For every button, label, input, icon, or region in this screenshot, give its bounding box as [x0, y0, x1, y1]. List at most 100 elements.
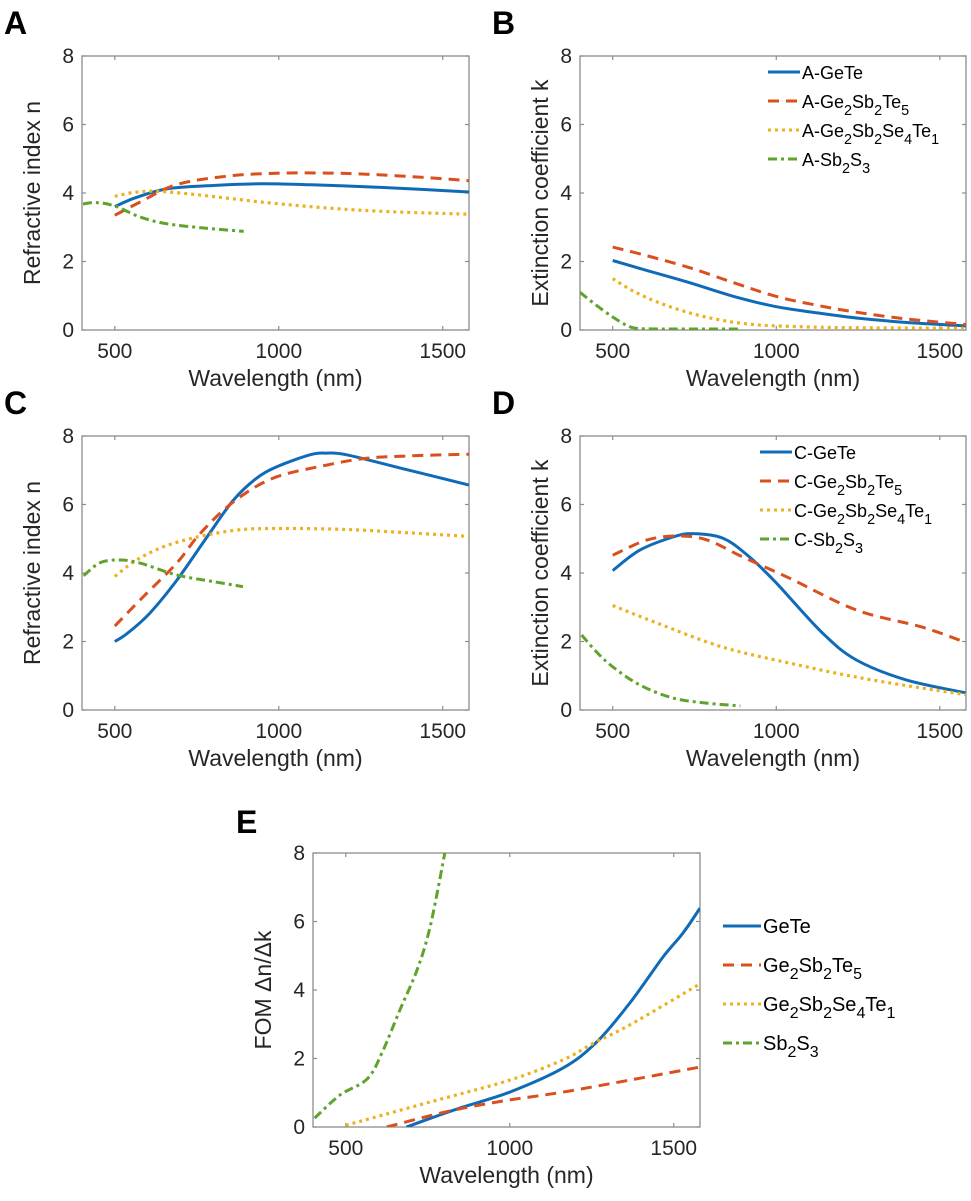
series-line-gete	[612, 259, 966, 328]
series-group	[580, 245, 966, 330]
y-tick-label: 8	[62, 45, 74, 68]
series-line-sbs	[313, 852, 447, 1120]
legend-label: C-Ge2Sb2Te5	[794, 472, 902, 499]
y-tick-label: 0	[62, 319, 74, 342]
series-line-sbs	[82, 201, 244, 233]
y-tick-label: 0	[62, 699, 74, 722]
y-tick-label: 0	[293, 1116, 305, 1139]
legend-label: A-GeTe	[802, 63, 863, 83]
series-group	[580, 532, 966, 708]
y-tick-label: 0	[560, 319, 572, 342]
series-group	[82, 451, 469, 643]
x-tick-label: 1500	[419, 340, 466, 363]
series-line-gete	[611, 532, 966, 695]
axes-box	[81, 55, 470, 331]
panel-b: B 500 1000 1500 0 2 4 6 8 Wavelength (nm) Extincti…	[492, 5, 967, 391]
panel-letter: E	[236, 804, 257, 840]
legend-label: C-Sb2S3	[794, 530, 863, 557]
legend-label: Sb2S3	[763, 1033, 819, 1061]
series-line-sbs	[580, 291, 741, 330]
series-line-sbs	[82, 558, 244, 589]
series-group	[82, 171, 469, 233]
y-tick-label: 4	[560, 182, 572, 205]
y-tick-label: 6	[560, 114, 572, 137]
series-line-gst	[612, 245, 966, 326]
panel-a: A 500 1000 1500 0 2 4 6 8 Wavelength (nm) Refracti…	[4, 5, 470, 391]
x-tick-label: 500	[328, 1137, 363, 1160]
x-tick-label: 500	[97, 340, 132, 363]
y-axis-label: Refractive index n	[19, 481, 45, 665]
x-axis-label: Wavelength (nm)	[419, 1162, 593, 1188]
y-axis-label: FOM Δn/Δk	[250, 930, 276, 1049]
x-tick-label: 1000	[255, 720, 302, 743]
y-tick-label: 2	[293, 1048, 305, 1071]
x-tick-label: 1500	[650, 1137, 697, 1160]
x-tick-label: 1000	[486, 1137, 533, 1160]
x-axis-label: Wavelength (nm)	[686, 745, 860, 771]
axes-box	[579, 435, 967, 711]
y-tick-label: 2	[62, 631, 74, 654]
y-tick-label: 8	[560, 425, 572, 448]
series-line-gsst	[113, 526, 469, 578]
panel-letter: C	[4, 385, 27, 421]
panel-e: E 500 1000 1500 0 2 4 6 8 Wavelength (nm) FOM Δn/Δ…	[236, 804, 895, 1188]
panel-letter: D	[492, 385, 515, 421]
x-tick-label: 1500	[916, 720, 963, 743]
series-line-gsst	[114, 189, 469, 216]
y-tick-label: 2	[560, 631, 572, 654]
y-tick-label: 4	[62, 562, 74, 585]
series-line-gst	[612, 534, 966, 644]
x-tick-label: 500	[595, 720, 630, 743]
x-tick-label: 1500	[419, 720, 466, 743]
legend-label: GeTe	[763, 916, 811, 938]
y-tick-label: 0	[560, 699, 572, 722]
legend-label: A-Ge2Sb2Se4Te1	[802, 121, 939, 148]
x-axis-label: Wavelength (nm)	[188, 365, 362, 391]
series-line-gst	[114, 171, 469, 217]
y-tick-label: 8	[62, 425, 74, 448]
y-tick-label: 2	[560, 251, 572, 274]
legend-label: C-Ge2Sb2Se4Te1	[794, 501, 932, 528]
x-axis-label: Wavelength (nm)	[686, 365, 860, 391]
legend-label: A-Ge2Sb2Te5	[802, 92, 909, 119]
y-tick-label: 6	[62, 114, 74, 137]
panel-letter: A	[4, 5, 27, 41]
y-tick-label: 8	[560, 45, 572, 68]
y-axis-label: Extinction coefficient k	[527, 459, 553, 687]
series-line-gsst	[345, 982, 700, 1127]
y-axis-label: Extinction coefficient k	[527, 79, 553, 307]
x-tick-label: 500	[595, 340, 630, 363]
panel-d: D 500 1000 1500 0 2 4 6 8 Wavelength (nm) Extincti…	[492, 385, 967, 771]
x-tick-label: 1000	[753, 720, 800, 743]
y-tick-label: 8	[293, 842, 305, 865]
y-tick-label: 4	[62, 182, 74, 205]
legend-label: Ge2Sb2Te5	[763, 955, 862, 983]
x-tick-label: 1000	[753, 340, 800, 363]
y-axis-label: Refractive index n	[19, 101, 45, 285]
legend: GeTe Ge2Sb2Te5 Ge2Sb2Se4Te1 Sb2S3	[723, 916, 895, 1061]
y-tick-label: 6	[293, 911, 305, 934]
x-tick-label: 1000	[255, 340, 302, 363]
y-tick-label: 2	[62, 251, 74, 274]
x-axis-label: Wavelength (nm)	[188, 745, 362, 771]
series-line-gst	[386, 1065, 700, 1127]
legend-label: C-GeTe	[794, 443, 856, 463]
y-tick-label: 6	[560, 494, 572, 517]
axes-box	[312, 852, 701, 1128]
y-tick-label: 4	[293, 979, 305, 1002]
legend-label: Ge2Sb2Se4Te1	[763, 994, 895, 1022]
x-tick-label: 500	[97, 720, 132, 743]
x-tick-label: 1500	[916, 340, 963, 363]
panel-c: C 500 1000 1500 0 2 4 6 8 Wavelength (nm) Refracti…	[4, 385, 470, 771]
series-line-sbs	[580, 634, 741, 708]
y-tick-label: 6	[62, 494, 74, 517]
axes-box	[579, 55, 967, 331]
series-line-gete	[113, 451, 469, 643]
series-group	[313, 852, 700, 1127]
y-tick-label: 4	[560, 562, 572, 585]
legend-label: A-Sb2S3	[802, 150, 870, 177]
series-line-gst	[113, 452, 469, 628]
